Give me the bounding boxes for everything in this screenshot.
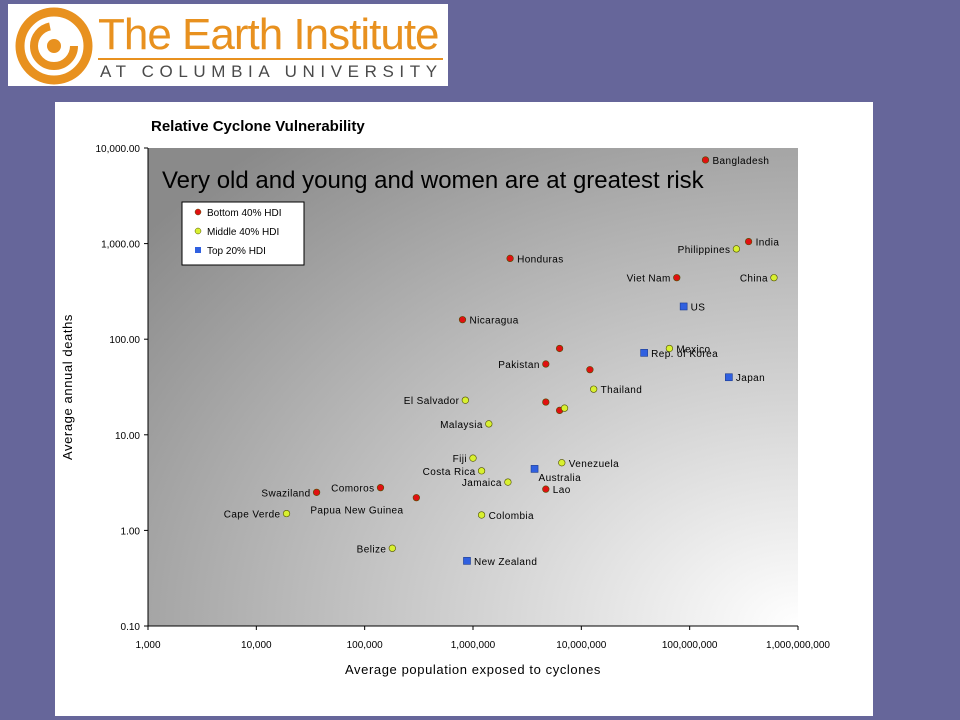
- data-point-bottom-hdi: [542, 398, 550, 406]
- point-label: Swaziland: [261, 488, 310, 499]
- x-tick-label: 100,000,000: [662, 640, 718, 651]
- logo-title: The Earth Institute: [98, 10, 440, 59]
- y-tick-label: 1,000.00: [101, 240, 140, 251]
- y-tick-label: 100.00: [109, 335, 140, 346]
- data-point-bottom-hdi: [506, 254, 514, 263]
- data-point-bottom-hdi: [542, 485, 550, 493]
- data-point-bottom-hdi: [701, 156, 710, 164]
- point-label: Costa Rica: [423, 467, 476, 478]
- data-point-middle-hdi: [665, 344, 673, 353]
- data-point-middle-hdi: [732, 245, 740, 253]
- data-point-middle-hdi: [461, 396, 469, 404]
- point-label: Cape Verde: [224, 510, 281, 521]
- earth-institute-logo: The Earth Institute AT COLUMBIA UNIVERSI…: [8, 4, 448, 86]
- data-point-top-hdi: [530, 465, 539, 473]
- point-label: New Zealand: [474, 557, 537, 568]
- data-point-bottom-hdi: [673, 274, 681, 282]
- legend-label: Bottom 40% HDI: [207, 208, 281, 219]
- legend-box: [181, 201, 305, 266]
- data-point-top-hdi: [640, 349, 648, 357]
- y-tick-label: 10,000.00: [96, 144, 141, 155]
- data-point-bottom-hdi: [555, 344, 564, 353]
- chart-panel: Relative Cyclone Vulnerability 10,000.00 1…: [55, 102, 873, 716]
- cyclone-vulnerability-chart: Relative Cyclone Vulnerability 10,000.00 1…: [60, 118, 830, 677]
- data-point-bottom-hdi: [376, 484, 385, 492]
- data-point-middle-hdi: [477, 511, 486, 519]
- legend-label: Middle 40% HDI: [207, 227, 279, 238]
- data-point-top-hdi: [679, 302, 688, 311]
- point-label: Malaysia: [440, 420, 483, 431]
- swirl-logo-icon: [15, 7, 93, 85]
- data-point-bottom-hdi: [745, 237, 753, 246]
- y-tick-label: 0.10: [121, 622, 141, 633]
- point-label: Venezuela: [569, 459, 619, 470]
- legend: Bottom 40% HDI Middle 40% HDI Top 20% HDI: [181, 201, 305, 266]
- point-label: China: [740, 274, 768, 285]
- y-tick-label: 10.00: [115, 431, 140, 442]
- point-label: Bangladesh: [712, 156, 769, 167]
- x-tick-label: 1,000,000,000: [766, 640, 830, 651]
- point-label: US: [691, 302, 706, 313]
- data-point-middle-hdi: [282, 509, 291, 518]
- data-point-middle-hdi: [770, 274, 778, 282]
- x-tick-label: 10,000: [241, 640, 272, 651]
- annotation-text: Very old and young and women are at grea…: [162, 167, 704, 194]
- data-point-bottom-hdi: [586, 366, 594, 374]
- data-point-middle-hdi: [504, 478, 512, 486]
- data-point-bottom-hdi: [542, 360, 550, 368]
- point-label: India: [756, 238, 780, 249]
- point-label: El Salvador: [404, 396, 460, 407]
- point-label: Nicaragua: [470, 316, 519, 327]
- point-label: Comoros: [331, 484, 374, 495]
- point-label: Jamaica: [462, 478, 502, 489]
- point-label: Thailand: [601, 385, 643, 396]
- data-point-middle-hdi: [590, 385, 598, 393]
- data-point-middle-hdi: [485, 420, 493, 428]
- legend-label: Top 20% HDI: [207, 246, 266, 257]
- chart-title: Relative Cyclone Vulnerability: [151, 118, 365, 135]
- point-label: Fiji: [453, 454, 467, 465]
- x-tick-label: 1,000: [135, 640, 160, 651]
- data-point-bottom-hdi: [412, 494, 420, 502]
- logo-subtitle: AT COLUMBIA UNIVERSITY: [100, 62, 443, 81]
- legend-marker-middle: [194, 227, 202, 235]
- y-tick-label: 1.00: [121, 526, 141, 537]
- x-tick-label: 10,000,000: [556, 640, 606, 651]
- point-label: Pakistan: [498, 360, 540, 371]
- x-axis-label: Average population exposed to cyclones: [345, 662, 601, 677]
- data-point-middle-hdi: [469, 454, 477, 462]
- data-point-middle-hdi: [560, 404, 569, 412]
- point-label: Papua New Guinea: [310, 506, 403, 517]
- x-tick-label: 1,000,000: [451, 640, 496, 651]
- point-label: Lao: [553, 485, 571, 496]
- data-point-middle-hdi: [388, 544, 396, 552]
- point-label: Australia: [539, 473, 582, 484]
- legend-marker-bottom: [194, 208, 202, 216]
- point-label: Viet Nam: [627, 274, 671, 285]
- y-axis-label: Average annual deaths: [60, 314, 75, 460]
- point-label: Colombia: [489, 511, 534, 522]
- point-label: Japan: [736, 373, 765, 384]
- logo-divider: [98, 58, 443, 60]
- point-label: Belize: [357, 544, 387, 555]
- legend-marker-top: [195, 247, 201, 253]
- data-point-top-hdi: [725, 373, 733, 382]
- data-point-middle-hdi: [477, 467, 486, 475]
- point-label: Rep. of Korea: [651, 349, 718, 360]
- point-label: Philippines: [678, 245, 731, 256]
- point-label: Mexico: [676, 344, 710, 355]
- data-point-bottom-hdi: [312, 488, 321, 496]
- data-point-bottom-hdi: [458, 316, 467, 324]
- data-point-top-hdi: [463, 557, 471, 565]
- x-tick-label: 100,000: [347, 640, 384, 651]
- point-label: Honduras: [517, 254, 564, 265]
- data-point-middle-hdi: [558, 459, 566, 467]
